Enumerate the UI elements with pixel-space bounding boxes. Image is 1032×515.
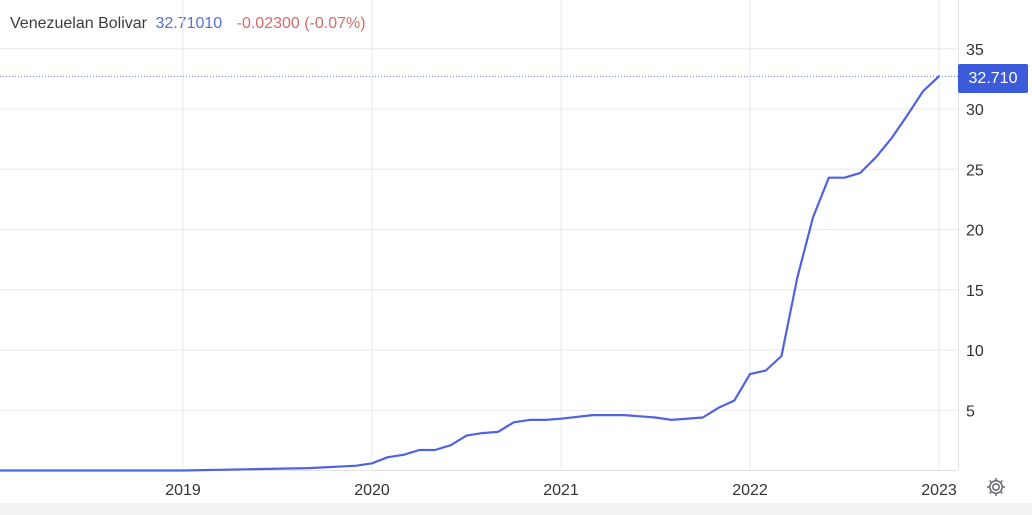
x-tick-label: 2023 [921, 482, 957, 499]
last-price-tag: 32.710 [958, 64, 1028, 93]
x-tick-label: 2021 [543, 482, 579, 499]
price-change: -0.02300 (-0.07%) [236, 15, 366, 32]
x-tick-label: 2019 [165, 482, 201, 499]
y-tick-label: 25 [966, 162, 984, 179]
y-tick-label: 5 [966, 403, 975, 420]
y-tick-label: 20 [966, 223, 984, 240]
y-tick-label: 35 [966, 42, 984, 59]
x-tick-label: 2020 [354, 482, 390, 499]
y-tick-label: 30 [966, 102, 984, 119]
instrument-name: Venezuelan Bolivar [10, 15, 147, 32]
y-tick-label: 15 [966, 283, 984, 300]
y-tick-label: 10 [966, 343, 984, 360]
series-line [0, 75, 941, 472]
bottom-strip [0, 503, 1032, 515]
x-tick-label: 2022 [732, 482, 768, 499]
gear-icon[interactable] [985, 476, 1007, 498]
current-price: 32.71010 [155, 15, 223, 32]
chart-header: Venezuelan Bolivar 32.71010 -0.02300 (-0… [10, 15, 366, 33]
